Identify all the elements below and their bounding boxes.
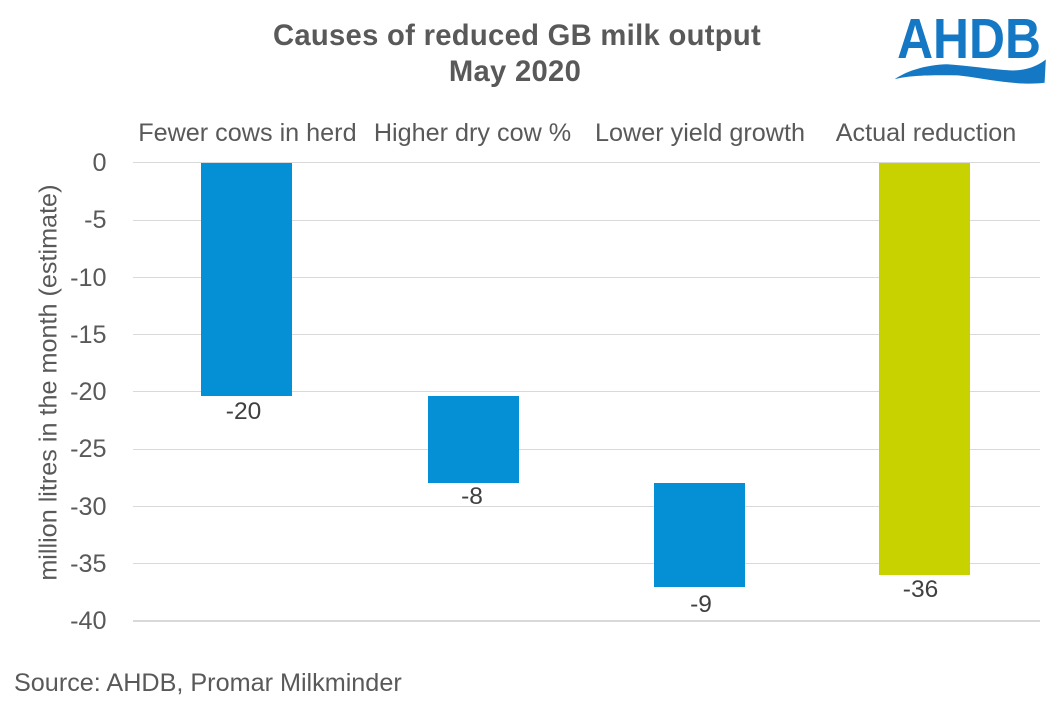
svg-text:AHDB: AHDB: [897, 8, 1041, 71]
